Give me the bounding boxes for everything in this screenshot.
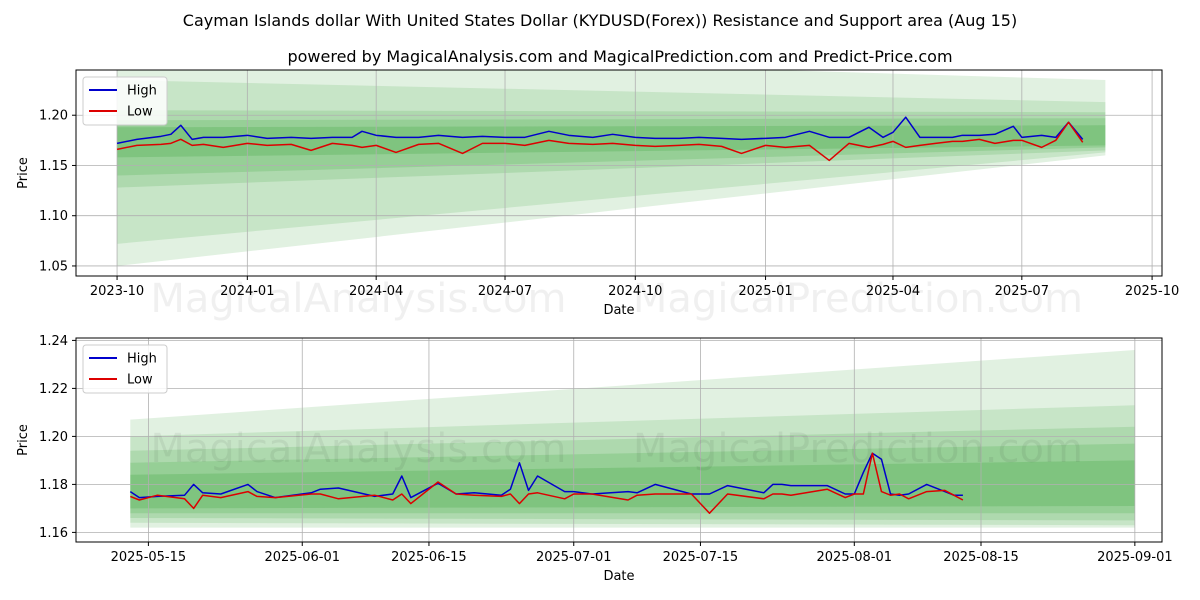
x-tick-label: 2023-10 (90, 284, 144, 299)
x-tick-label: 2025-06-01 (264, 550, 340, 565)
y-tick-label: 1.15 (39, 159, 68, 174)
x-tick-label: 2025-08-01 (817, 550, 893, 565)
y-tick-label: 1.05 (39, 259, 68, 274)
watermark-text: MagicalAnalysis.com (150, 426, 566, 472)
plot-frame (75, 69, 1163, 277)
x-tick-label: 2025-07-01 (536, 550, 612, 565)
x-tick-label: 2024-07 (478, 284, 532, 299)
legend: High Low (82, 344, 168, 394)
y-axis-label: Price (16, 157, 31, 189)
legend-label: High (127, 84, 157, 99)
top-panel: MagicalAnalysis.com MagicalPrediction.com… (16, 69, 1179, 322)
legend-label: Low (127, 373, 153, 388)
support-resistance-bands (117, 70, 1106, 266)
legend-label: Low (127, 105, 153, 120)
x-tick-label: 2025-01 (738, 284, 792, 299)
grid-lines (76, 338, 1162, 542)
series-line-low (116, 121, 1084, 162)
series-line-high (116, 116, 1084, 145)
x-tick-label: 2025-04 (866, 284, 920, 299)
legend: High Low (82, 76, 168, 126)
band-1 (117, 80, 1106, 244)
y-tick-label: 1.18 (39, 478, 68, 493)
x-tick-label: 2025-07 (995, 284, 1049, 299)
legend-label: High (127, 352, 157, 367)
watermark-text: MagicalPrediction.com (633, 276, 1083, 322)
x-tick-label: 2024-10 (608, 284, 662, 299)
x-tick-label: 2025-09-01 (1097, 550, 1173, 565)
y-tick-label: 1.10 (39, 209, 68, 224)
x-axis-label: Date (603, 303, 634, 318)
watermark-text: MagicalPrediction.com (633, 426, 1083, 472)
plot-frame (75, 337, 1163, 543)
y-tick-label: 1.24 (39, 334, 68, 349)
watermark-text: MagicalAnalysis.com (150, 276, 566, 322)
series-lines (116, 116, 1084, 162)
grid-lines (76, 70, 1162, 276)
series-lines (129, 452, 964, 514)
chart-subtitle: powered by MagicalAnalysis.com and Magic… (287, 47, 952, 66)
y-tick-label: 1.20 (39, 430, 68, 445)
x-tick-label: 2025-06-15 (391, 550, 467, 565)
y-tick-label: 1.16 (39, 526, 68, 541)
y-tick-label: 1.22 (39, 382, 68, 397)
series-line-high (129, 452, 963, 499)
x-tick-label: 2025-08-15 (943, 550, 1019, 565)
band-0 (130, 350, 1135, 528)
series-line-low (130, 452, 964, 514)
bottom-panel: MagicalAnalysis.com MagicalPrediction.com… (16, 334, 1173, 584)
x-tick-label: 2024-04 (349, 284, 403, 299)
x-axis-label: Date (603, 569, 634, 584)
x-tick-label: 2025-10 (1125, 284, 1179, 299)
x-tick-label: 2025-07-15 (663, 550, 739, 565)
y-axis-label: Price (16, 424, 31, 456)
y-tick-label: 1.20 (39, 109, 68, 124)
chart-title: Cayman Islands dollar With United States… (183, 11, 1017, 30)
band-0 (117, 70, 1106, 266)
x-tick-label: 2025-05-15 (111, 550, 187, 565)
band-2 (117, 110, 1106, 188)
x-tick-label: 2024-01 (220, 284, 274, 299)
